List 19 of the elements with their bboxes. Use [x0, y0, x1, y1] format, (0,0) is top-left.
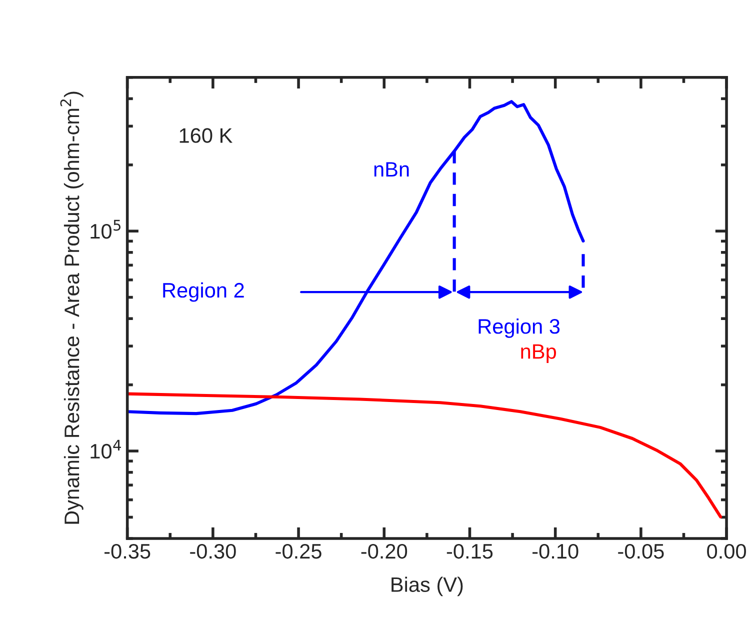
annotation: Region 2 [163, 282, 244, 302]
x-tick-label: -0.35 [104, 544, 150, 559]
y-tick-label: 10$^{4}$ [90, 440, 121, 459]
y-axis-title: Dynamic Resistance - Area Product (ohm-cm$^{2}$) [60, 92, 84, 524]
series-label: nBn [374, 162, 409, 177]
x-tick-label: -0.30 [190, 544, 236, 559]
text: nBp [521, 344, 556, 363]
x-axis-title: Bias (V) [392, 576, 463, 596]
x-tick-label: 0.00 [707, 544, 746, 559]
x-tick-label: -0.05 [618, 544, 664, 559]
annotation: 160 K [180, 128, 232, 143]
x-tick-label: -0.20 [361, 544, 408, 559]
x-tick-label: -0.15 [446, 544, 493, 559]
annotation: Region 3 [478, 318, 560, 338]
x-tick-label: -0.25 [276, 544, 322, 559]
x-tick-label: -0.10 [532, 544, 578, 559]
line-series [127, 100, 585, 416]
y-tick-label: 10$^{5}$ [90, 220, 121, 239]
line-series [127, 392, 722, 518]
